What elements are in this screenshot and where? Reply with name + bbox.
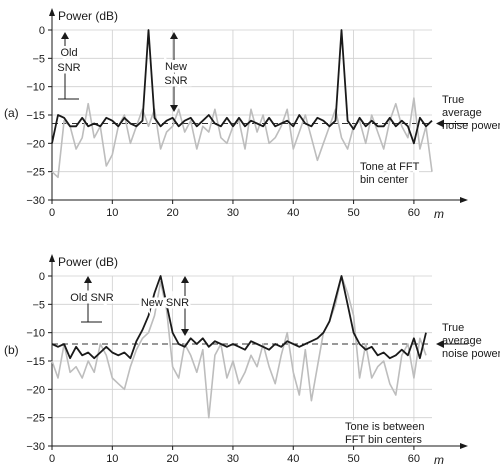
y-tick-label: −20 [26,138,45,150]
series-line-new-spectrum [51,29,433,145]
y-tick-label: −15 [26,110,45,122]
new-snr-label: New [165,61,187,73]
reference-pointer-arrow [436,119,444,128]
reference-label: noise power [442,120,500,132]
old-snr-label: Old SNR [70,292,113,304]
x-tick-label: 0 [49,453,55,464]
series-line-old-spectrum [51,275,427,419]
x-tick-label: 0 [49,207,55,219]
reference-label: True [442,322,464,334]
x-tick-label: 10 [106,207,118,219]
panel-label: (a) [4,106,19,120]
old-snr-label: SNR [57,62,80,74]
x-tick-label: 50 [347,207,359,219]
new-snr-arrow-up [181,276,189,283]
tone-note: bin center [360,174,409,186]
y-tick-label: −30 [26,195,45,207]
y-tick-label: 0 [39,271,45,283]
x-tick-label: 60 [408,453,420,464]
y-tick-label: −20 [26,384,45,396]
reference-label: True [442,94,464,106]
x-axis-label: m [434,207,444,221]
x-tick-label: 50 [347,453,359,464]
series-line-new-spectrum [51,275,427,360]
y-tick-label: −5 [32,299,45,311]
reference-label: noise power [442,348,500,360]
x-axis-arrow [460,443,468,449]
x-tick-label: 40 [287,453,299,464]
tone-note: Tone at FFT [360,161,420,173]
new-snr-arrow-down [170,105,178,112]
y-axis-arrow [49,8,55,16]
new-snr-label: New SNR [141,297,189,309]
y-tick-label: −25 [26,413,45,425]
y-tick-label: −10 [26,82,45,94]
panel-label: (b) [4,343,19,357]
old-snr-label: SNR [57,62,80,74]
reference-label: average [442,335,482,347]
tone-note: bin center [360,174,409,186]
y-tick-label: −30 [26,441,45,453]
tone-note: Tone at FFT [360,161,420,173]
tone-note: FFT bin centers [345,434,422,446]
x-tick-label: 20 [167,207,179,219]
x-tick-label: 30 [227,453,239,464]
new-snr-label: SNR [164,75,187,87]
x-axis-arrow [460,197,468,203]
new-snr-arrow-down [181,329,189,336]
old-snr-arrow-up [61,32,69,39]
reference-pointer-arrow [436,340,444,348]
chart-panel-a: 0 10 20 30 40 50 60 0 −5 −10 −15 −20 −25 −30 Power (dB… [4,8,500,221]
y-axis-label: Power (dB) [58,255,118,269]
old-snr-label: Old [60,47,77,59]
x-tick-label: 20 [167,453,179,464]
y-tick-label: 0 [39,25,45,37]
old-snr-label: Old SNR [70,292,113,304]
y-axis-arrow [49,254,55,262]
old-snr-label: Old [60,47,77,59]
new-snr-label: New SNR [141,297,189,309]
x-tick-label: 10 [106,453,118,464]
x-axis-label: m [434,453,444,464]
new-snr-label: New [165,61,187,73]
y-axis-label: Power (dB) [58,9,118,23]
new-snr-label: SNR [164,75,187,87]
x-tick-label: 40 [287,207,299,219]
tone-note: Tone is between [345,421,425,433]
old-snr-arrow-up [84,276,92,283]
y-tick-label: −5 [32,53,45,65]
tone-note: Tone is between [345,421,425,433]
tone-note: FFT bin centers [345,434,422,446]
chart-panel-b: 0 10 20 30 40 50 60 0 −5 −10 −15 −20 −25 −30 Power (dB… [4,254,500,464]
y-tick-label: −10 [26,328,45,340]
y-tick-label: −25 [26,167,45,179]
y-tick-label: −15 [26,356,45,368]
x-tick-label: 30 [227,207,239,219]
reference-label: average [442,107,482,119]
x-tick-label: 60 [408,207,420,219]
new-snr-arrow-up [170,32,178,39]
series-line-old-spectrum [51,97,433,179]
